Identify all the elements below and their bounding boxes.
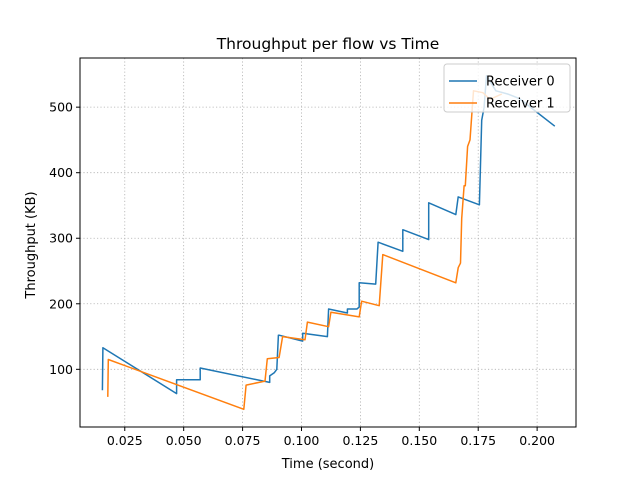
- x-tick-label: 0.050: [166, 433, 202, 448]
- y-axis-ticks: 100 200 300 400 500: [49, 100, 80, 377]
- y-tick-label: 400: [49, 165, 73, 180]
- x-tick-label: 0.075: [225, 433, 261, 448]
- legend-label: Receiver 0: [486, 75, 555, 90]
- grid: [80, 58, 576, 427]
- x-axis-label: Time (second): [281, 457, 374, 472]
- x-tick-label: 0.200: [519, 433, 555, 448]
- y-axis-label: Throughput (KB): [24, 191, 39, 299]
- x-tick-label: 0.100: [284, 433, 320, 448]
- legend-box: [443, 63, 571, 113]
- x-tick-label: 0.125: [343, 433, 379, 448]
- y-tick-label: 500: [49, 100, 73, 115]
- series-line-1: [107, 90, 503, 411]
- y-tick-label: 100: [49, 362, 73, 377]
- x-tick-label: 0.025: [107, 433, 143, 448]
- axes-frame: [79, 57, 577, 428]
- legend: Receiver 0 Receiver 1: [443, 63, 571, 113]
- x-tick-label: 0.150: [401, 433, 437, 448]
- chart-title: Throughput per flow vs Time: [216, 35, 440, 53]
- y-tick-label: 300: [49, 231, 73, 246]
- series-layer: [101, 74, 556, 411]
- series-line-0: [101, 74, 556, 395]
- y-tick-label: 200: [49, 296, 73, 311]
- x-tick-label: 0.175: [460, 433, 496, 448]
- legend-label: Receiver 1: [486, 97, 555, 112]
- x-axis-ticks: 0.025 0.050 0.075 0.100 0.125 0.150 0.175 0.200: [107, 427, 555, 448]
